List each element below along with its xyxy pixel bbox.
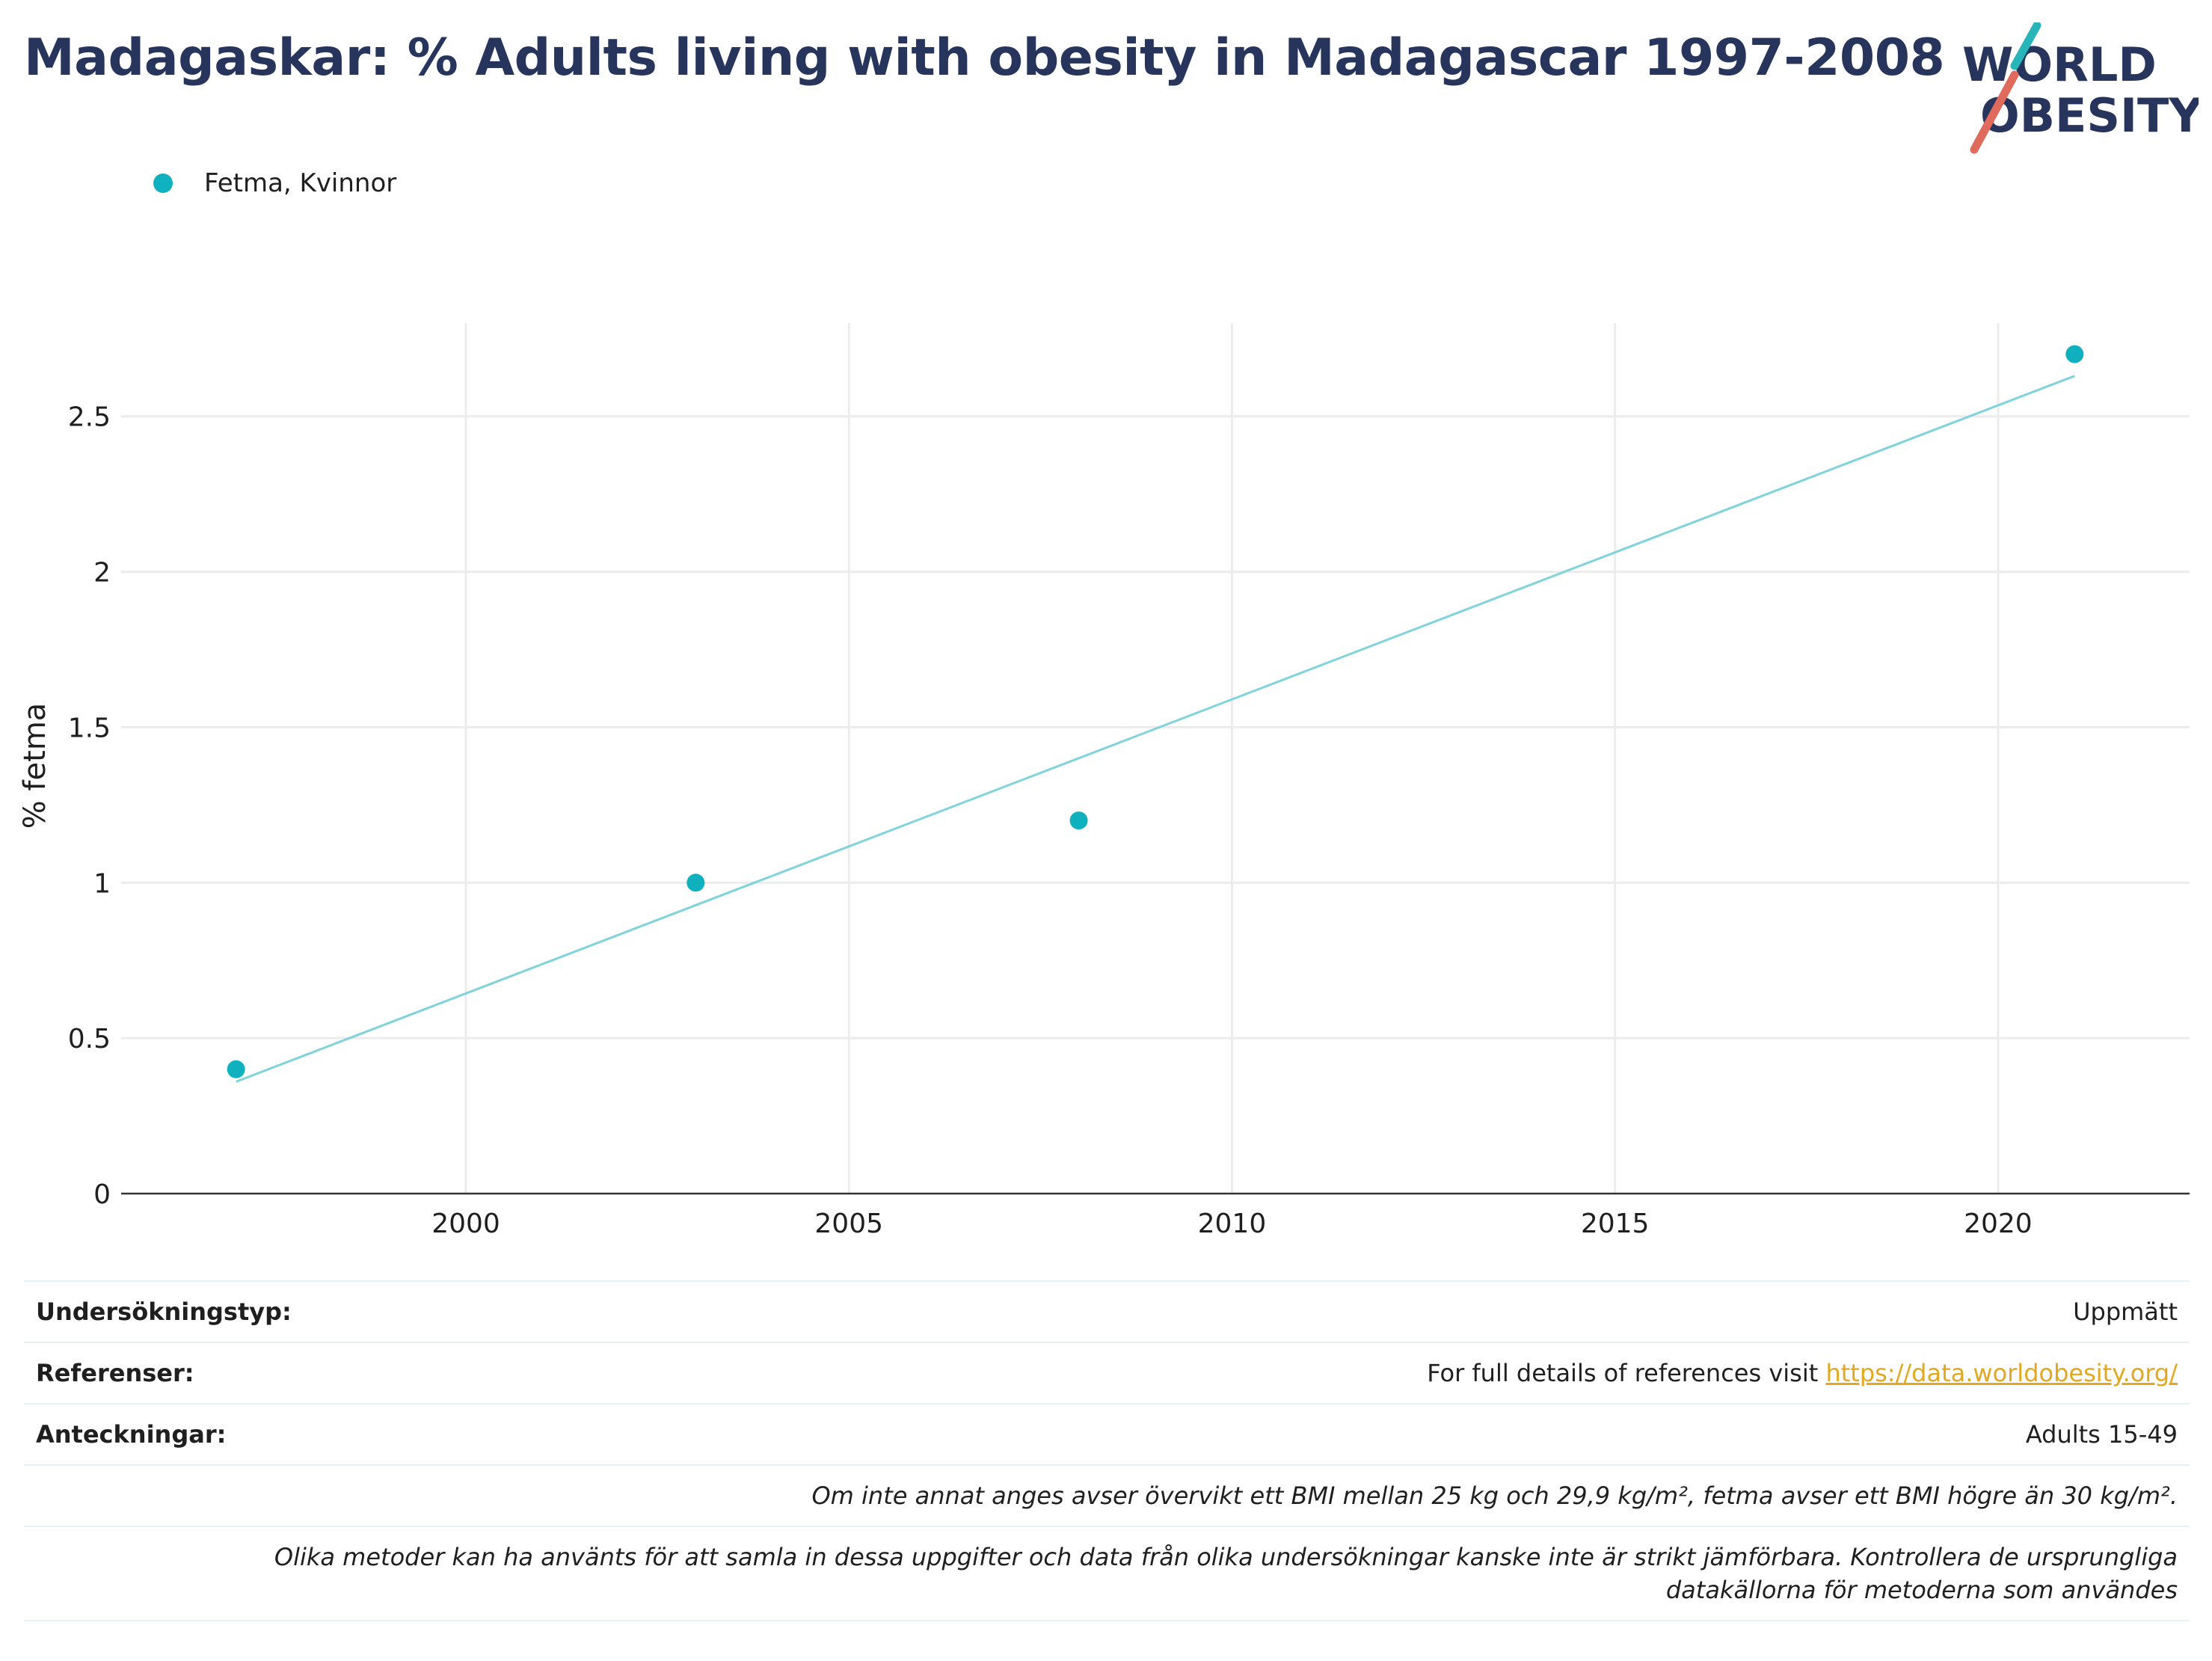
info-table: Undersökningstyp: Uppmätt Referenser: Fo… bbox=[24, 1280, 2190, 1621]
x-tick-label: 2000 bbox=[431, 1209, 500, 1239]
survey-type-value: Uppmätt bbox=[2073, 1298, 2178, 1326]
trend-line bbox=[236, 375, 2075, 1083]
references-value: For full details of references visit htt… bbox=[1427, 1359, 2178, 1387]
chart-legend: Fetma, Kvinnor bbox=[153, 168, 396, 198]
x-tick-label: 2010 bbox=[1198, 1209, 1267, 1239]
logo-slash-teal bbox=[2010, 21, 2042, 70]
y-axis-title: % fetma bbox=[18, 703, 52, 829]
methods-note-row: Olika metoder kan ha använts för att sam… bbox=[24, 1526, 2190, 1621]
data-point bbox=[2065, 345, 2084, 363]
page-title: Madagaskar: % Adults living with obesity… bbox=[24, 28, 1945, 87]
notes-row: Anteckningar: Adults 15-49 bbox=[24, 1403, 2190, 1464]
y-tick-label: 0.5 bbox=[68, 1024, 111, 1054]
references-link[interactable]: https://data.worldobesity.org/ bbox=[1825, 1359, 2178, 1387]
y-tick-label: 0 bbox=[93, 1179, 111, 1210]
y-tick-label: 1.5 bbox=[68, 713, 111, 743]
obesity-chart: 2000 2005 2010 2015 2020 0 0.5 1 1.5 2 2.5 % fetma bbox=[18, 323, 2190, 1239]
world-obesity-logo: WORLD OBESITY bbox=[1944, 21, 2203, 157]
references-text: For full details of references visit bbox=[1427, 1359, 1826, 1387]
notes-label: Anteckningar: bbox=[36, 1420, 227, 1449]
notes-value: Adults 15-49 bbox=[2025, 1420, 2178, 1449]
references-row: Referenser: For full details of referenc… bbox=[24, 1342, 2190, 1403]
references-label: Referenser: bbox=[36, 1359, 194, 1387]
data-point bbox=[1069, 811, 1088, 830]
legend-marker bbox=[153, 174, 173, 193]
survey-type-label: Undersökningstyp: bbox=[36, 1298, 292, 1326]
data-point bbox=[227, 1060, 245, 1078]
logo-line1: WORLD bbox=[1962, 37, 2157, 92]
x-tick-label: 2005 bbox=[814, 1209, 883, 1239]
bmi-note: Om inte annat anges avser övervikt ett B… bbox=[811, 1482, 2178, 1510]
y-tick-label: 1 bbox=[93, 868, 111, 899]
x-tick-label: 2020 bbox=[1964, 1209, 2033, 1239]
bmi-note-row: Om inte annat anges avser övervikt ett B… bbox=[24, 1464, 2190, 1526]
x-tick-label: 2015 bbox=[1581, 1209, 1650, 1239]
y-tick-label: 2 bbox=[93, 558, 111, 589]
methods-note: Olika metoder kan ha använts för att sam… bbox=[274, 1543, 2178, 1604]
logo-line2: OBESITY bbox=[1980, 88, 2199, 143]
legend-label: Fetma, Kvinnor bbox=[204, 168, 397, 198]
survey-type-row: Undersökningstyp: Uppmätt bbox=[24, 1280, 2190, 1342]
y-tick-label: 2.5 bbox=[68, 402, 111, 433]
data-point bbox=[686, 874, 705, 892]
logo-slash-red bbox=[1970, 70, 2019, 154]
